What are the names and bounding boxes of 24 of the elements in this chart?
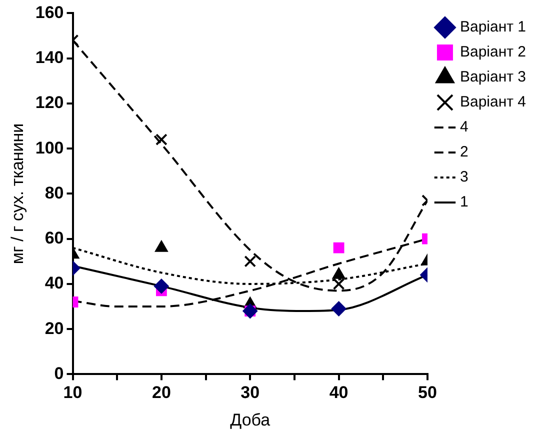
- legend-label: 4: [460, 118, 468, 136]
- legend-label: Варіант 4: [460, 94, 526, 111]
- legend-label: Варіант 2: [460, 44, 526, 61]
- y-tick-label: 0: [54, 364, 64, 383]
- legend-label: Варіант 1: [460, 18, 526, 36]
- y-tick-label: 40: [44, 274, 64, 293]
- y-tick-label: 80: [44, 183, 64, 202]
- x-tick-label: 30: [240, 383, 260, 402]
- y-tick-label: 20: [44, 318, 64, 338]
- x-tick-label: 10: [63, 383, 82, 402]
- y-axis-title: мг / г сух. тканини: [8, 123, 27, 264]
- x-tick-label: 40: [329, 383, 348, 402]
- legend-label: Варіант 3: [460, 68, 526, 86]
- legend-label: 3: [460, 168, 468, 186]
- y-tick-label: 140: [35, 48, 64, 68]
- legend-label: 1: [460, 194, 468, 211]
- y-tick-label: 60: [44, 228, 64, 248]
- y-tick-label: 160: [35, 2, 64, 22]
- x-axis-title: Доба: [230, 410, 271, 430]
- x-tick-label: 20: [152, 383, 171, 402]
- x-tick-label: 50: [418, 383, 437, 402]
- legend-label: 2: [460, 144, 468, 161]
- y-tick-label: 100: [35, 138, 64, 158]
- y-tick-label: 120: [35, 93, 64, 112]
